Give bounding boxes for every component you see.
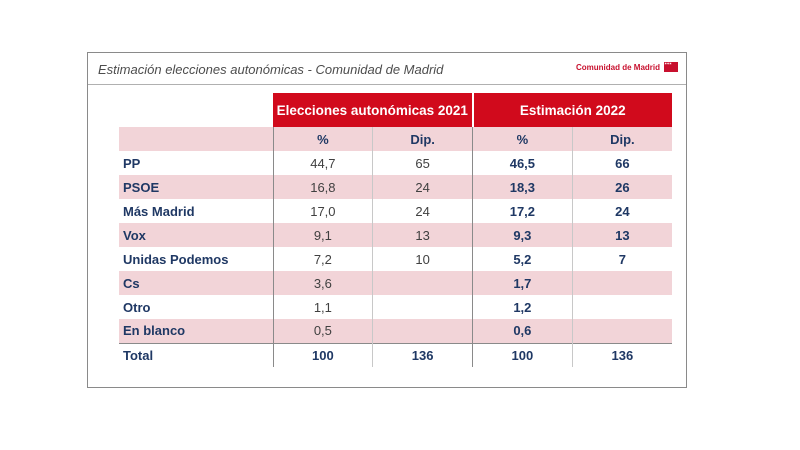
dip-2022: 66 bbox=[571, 151, 672, 175]
pct-2022: 0,6 bbox=[472, 319, 573, 343]
card-header: Estimación elecciones autonómicas - Comu… bbox=[88, 53, 686, 85]
col-header-dip-2022: Dip. bbox=[571, 127, 672, 151]
subheader-blank-cell bbox=[119, 127, 273, 151]
pct-2022: 1,7 bbox=[472, 271, 573, 295]
group-header-2022: Estimación 2022 bbox=[472, 93, 672, 127]
dip-2021: 65 bbox=[372, 151, 473, 175]
table-row: Vox 9,1 13 9,3 13 bbox=[119, 223, 672, 247]
total-row: Total 100 136 100 136 bbox=[119, 342, 672, 367]
dip-2021 bbox=[372, 271, 473, 295]
table-row: Más Madrid 17,0 24 17,2 24 bbox=[119, 199, 672, 223]
dip-2022: 24 bbox=[571, 199, 672, 223]
dip-2022: 7 bbox=[571, 247, 672, 271]
pct-2022: 17,2 bbox=[472, 199, 573, 223]
party-name: PP bbox=[123, 155, 141, 171]
results-card: Estimación elecciones autonómicas - Comu… bbox=[87, 52, 687, 388]
party-name: Unidas Podemos bbox=[123, 251, 229, 267]
pct-2021: 3,6 bbox=[272, 271, 373, 295]
dip-2021 bbox=[372, 319, 473, 343]
pct-2022: 1,2 bbox=[472, 295, 573, 319]
group-header-2021: Elecciones autonómicas 2021 bbox=[273, 93, 474, 127]
header-blank-cell bbox=[119, 93, 273, 127]
dip-2021: 13 bbox=[372, 223, 473, 247]
table-row: PP 44,7 65 46,5 66 bbox=[119, 151, 672, 175]
total-label: Total bbox=[119, 342, 273, 367]
dip-2022 bbox=[571, 295, 672, 319]
logo-text: Comunidad de Madrid bbox=[576, 62, 660, 72]
col-header-pct-2022: % bbox=[472, 127, 573, 151]
party-name: Más Madrid bbox=[123, 203, 195, 219]
page-title: Estimación elecciones autonómicas - Comu… bbox=[98, 62, 444, 77]
pct-2021: 16,8 bbox=[272, 175, 373, 199]
header-divider bbox=[88, 84, 686, 85]
table-row: Unidas Podemos 7,2 10 5,2 7 bbox=[119, 247, 672, 271]
pct-2021: 0,5 bbox=[272, 319, 373, 343]
pct-2021: 17,0 bbox=[272, 199, 373, 223]
party-name: Cs bbox=[119, 271, 273, 295]
table-row: Otro 1,1 1,2 bbox=[119, 295, 672, 319]
dip-2022: 13 bbox=[571, 223, 672, 247]
total-dip-2022: 136 bbox=[571, 342, 672, 367]
dip-2021: 24 bbox=[372, 175, 473, 199]
pct-2022: 18,3 bbox=[472, 175, 573, 199]
comunidad-madrid-logo: Comunidad de Madrid bbox=[576, 61, 678, 72]
dip-2021: 10 bbox=[372, 247, 473, 271]
col-header-dip-2021: Dip. bbox=[372, 127, 473, 151]
pct-2022: 9,3 bbox=[472, 223, 573, 247]
dip-2022 bbox=[571, 319, 672, 343]
pct-2021: 7,2 bbox=[272, 247, 373, 271]
dip-2022 bbox=[571, 271, 672, 295]
party-name: Vox bbox=[119, 223, 273, 247]
results-table: Elecciones autonómicas 2021 Estimación 2… bbox=[119, 93, 672, 367]
party-name: PSOE bbox=[119, 175, 273, 199]
total-dip-2021: 136 bbox=[372, 342, 473, 367]
party-name: En blanco bbox=[119, 319, 273, 343]
total-pct-2021: 100 bbox=[272, 342, 373, 367]
madrid-flag-icon bbox=[664, 61, 678, 72]
table-row: PSOE 16,8 24 18,3 26 bbox=[119, 175, 672, 199]
col-header-pct-2021: % bbox=[272, 127, 373, 151]
pct-2022: 5,2 bbox=[472, 247, 573, 271]
dip-2021 bbox=[372, 295, 473, 319]
dip-2022: 26 bbox=[571, 175, 672, 199]
dip-2021: 24 bbox=[372, 199, 473, 223]
pct-2021: 9,1 bbox=[272, 223, 373, 247]
pct-2021: 1,1 bbox=[272, 295, 373, 319]
pct-2021: 44,7 bbox=[272, 151, 373, 175]
party-name: Otro bbox=[123, 299, 151, 315]
table-row: Cs 3,6 1,7 bbox=[119, 271, 672, 295]
total-pct-2022: 100 bbox=[472, 342, 573, 367]
pct-2022: 46,5 bbox=[472, 151, 573, 175]
table-row: En blanco 0,5 0,6 bbox=[119, 319, 672, 343]
